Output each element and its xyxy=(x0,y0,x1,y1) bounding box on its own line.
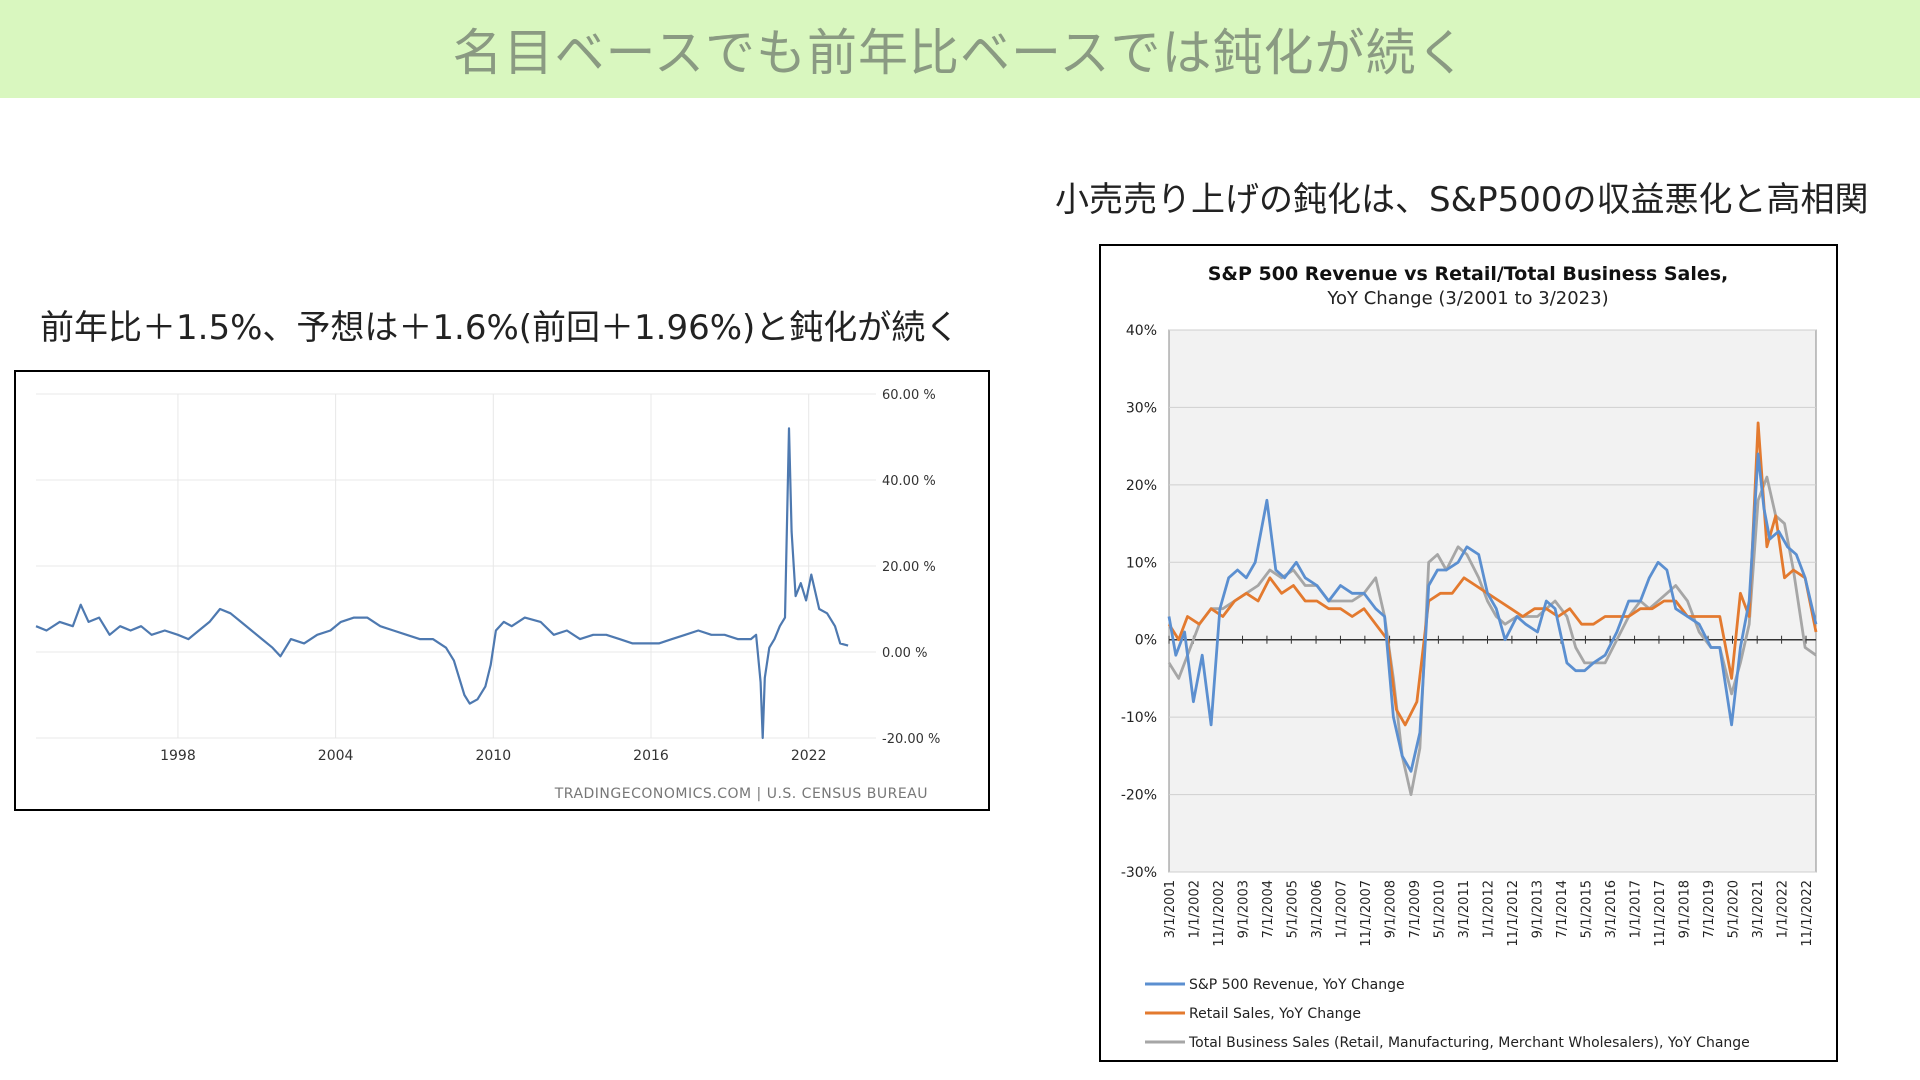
y-tick-label: -20% xyxy=(1121,788,1157,804)
x-tick-label: 9/1/2018 xyxy=(1678,880,1693,938)
retail-sales-yoy-chart-frame: 60.00 % 40.00 % 20.00 % 0.00 % -20.00 % 1998 2… xyxy=(14,370,990,811)
legend-sp500-revenue-label: S&P 500 Revenue, YoY Change xyxy=(1189,977,1405,993)
x-tick-label: 2022 xyxy=(791,748,827,764)
y-tick-label: 10% xyxy=(1126,555,1157,571)
chart-title: S&P 500 Revenue vs Retail/Total Business… xyxy=(1208,263,1729,285)
title-banner: 名目ベースでも前年比ベースでは鈍化が続く xyxy=(0,0,1920,98)
x-tick-label: 11/1/2007 xyxy=(1359,880,1374,947)
y-tick-label: -20.00 % xyxy=(882,732,940,747)
x-tick-label: 11/1/2022 xyxy=(1800,880,1815,947)
y-tick-label: 20.00 % xyxy=(882,560,936,575)
x-tick-label: 1/1/2017 xyxy=(1629,880,1644,938)
y-tick-label: 40% xyxy=(1126,323,1157,339)
sp500-vs-sales-chart: S&P 500 Revenue vs Retail/Total Business… xyxy=(1121,263,1818,1051)
x-tick-label: 11/1/2012 xyxy=(1506,880,1521,947)
x-tick-label: 2016 xyxy=(633,748,669,764)
chart-subtitle: YoY Change (3/2001 to 3/2023) xyxy=(1326,288,1608,309)
x-tick-label: 11/1/2002 xyxy=(1212,880,1227,947)
x-tick-label: 9/1/2008 xyxy=(1384,880,1399,938)
x-tick-label: 7/1/2004 xyxy=(1261,880,1276,938)
x-tick-label: 1/1/2007 xyxy=(1335,880,1350,938)
x-tick-label: 7/1/2009 xyxy=(1408,880,1423,938)
y-tick-label: 20% xyxy=(1126,478,1157,494)
x-tick-label: 1/1/2002 xyxy=(1187,880,1202,938)
x-tick-label: 5/1/2015 xyxy=(1579,880,1594,938)
retail-sales-yoy-line xyxy=(35,427,849,740)
slide-title: 名目ベースでも前年比ベースでは鈍化が続く xyxy=(452,24,1468,82)
sp500-revenue-line xyxy=(1167,452,1818,773)
x-tick-label: 1/1/2022 xyxy=(1776,880,1791,938)
right-chart-caption: 小売売り上げの鈍化は、S&P500の収益悪化と高相関 xyxy=(1055,180,1869,220)
y-tick-label: 0.00 % xyxy=(882,646,927,661)
retail-sales-line xyxy=(1167,421,1818,727)
source-label: TRADINGECONOMICS.COM | U.S. CENSUS BUREA… xyxy=(554,786,928,802)
x-tick-label: 11/1/2017 xyxy=(1653,880,1668,947)
y-tick-label: -10% xyxy=(1121,710,1157,726)
x-tick-label: 5/1/2010 xyxy=(1432,880,1447,938)
x-tick-label: 3/1/2016 xyxy=(1604,880,1619,938)
y-tick-label: -30% xyxy=(1121,865,1157,881)
x-tick-label: 2010 xyxy=(475,748,511,764)
x-tick-label: 5/1/2020 xyxy=(1727,880,1742,938)
y-tick-label: 60.00 % xyxy=(882,388,936,403)
x-tick-label: 9/1/2003 xyxy=(1237,880,1252,938)
x-tick-label: 7/1/2019 xyxy=(1702,880,1717,938)
x-tick-label: 1/1/2012 xyxy=(1482,880,1497,938)
x-tick-label: 3/1/2021 xyxy=(1751,880,1766,938)
y-tick-label: 30% xyxy=(1126,400,1157,416)
x-tick-label: 2004 xyxy=(318,748,354,764)
sp500-vs-sales-chart-frame: S&P 500 Revenue vs Retail/Total Business… xyxy=(1099,244,1838,1062)
left-chart-caption: 前年比＋1.5%、予想は＋1.6%(前回＋1.96%)と鈍化が続く xyxy=(40,308,960,348)
legend-retail-sales-label: Retail Sales, YoY Change xyxy=(1189,1006,1361,1022)
x-tick-label: 5/1/2005 xyxy=(1285,880,1300,938)
x-tick-label: 3/1/2006 xyxy=(1310,880,1325,938)
retail-sales-yoy-chart: 60.00 % 40.00 % 20.00 % 0.00 % -20.00 % 1998 2… xyxy=(35,388,940,802)
x-tick-label: 3/1/2011 xyxy=(1457,880,1472,938)
x-tick-label: 9/1/2013 xyxy=(1531,880,1546,938)
x-tick-label: 1998 xyxy=(160,748,196,764)
legend-total-business-sales-label: Total Business Sales (Retail, Manufactur… xyxy=(1188,1035,1750,1051)
x-tick-label: 7/1/2014 xyxy=(1555,880,1570,938)
x-tick-label: 3/1/2001 xyxy=(1163,880,1178,938)
y-tick-label: 40.00 % xyxy=(882,474,936,489)
y-tick-label: 0% xyxy=(1135,633,1157,649)
